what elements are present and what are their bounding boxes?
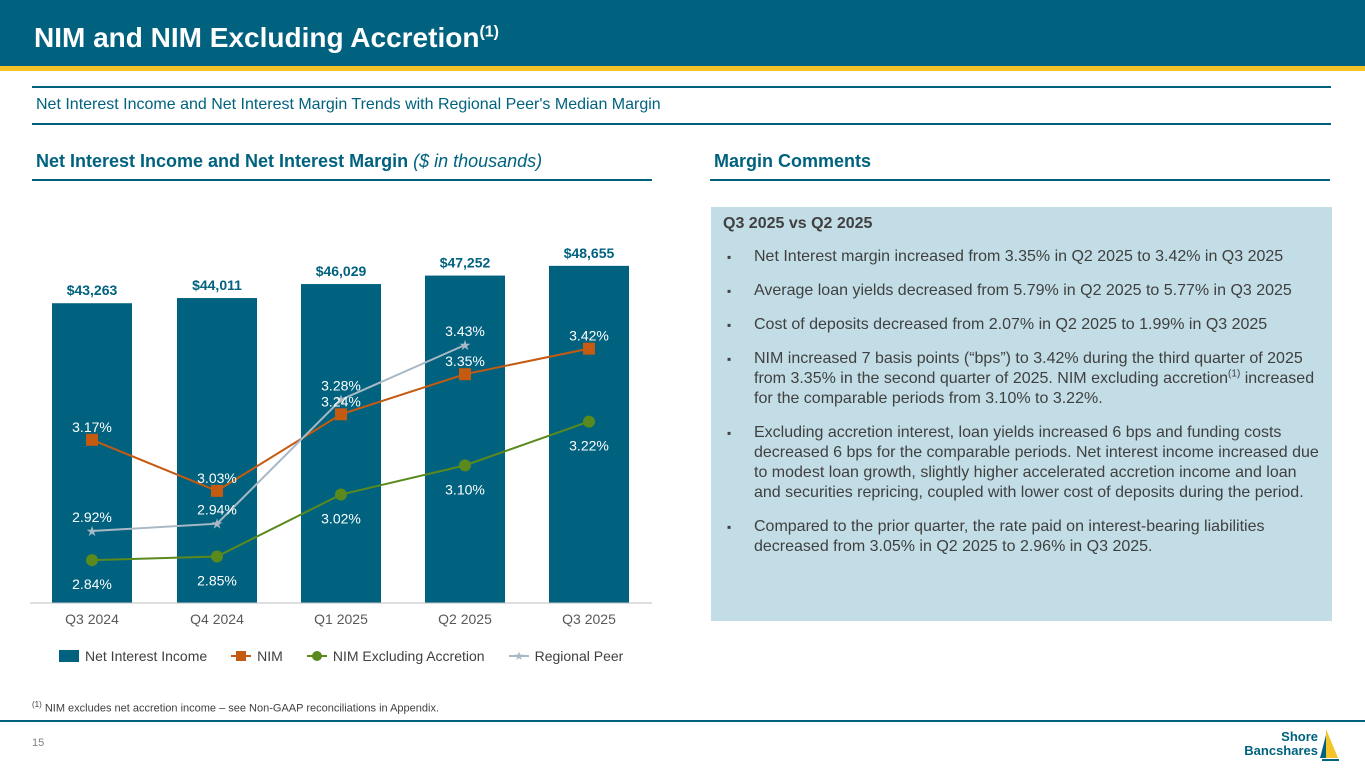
point-nim-ex-accretion: [459, 459, 471, 472]
logo-text-line2: Bancshares: [1244, 743, 1318, 758]
legend-item-peer: ★ Regional Peer: [508, 648, 624, 664]
page-number: 15: [32, 737, 45, 749]
bar-value-label: $44,011: [192, 277, 242, 293]
header-bar: [0, 0, 1365, 66]
point-nim-ex-accretion: [86, 554, 98, 567]
data-label-nim: 3.03%: [197, 470, 237, 486]
data-label-nim: 3.24%: [321, 393, 361, 409]
comment-bullet: Average loan yields decreased from 5.79%…: [723, 281, 1320, 301]
data-label-regional-peer: 2.94%: [197, 502, 237, 518]
data-label-nim-ex-accretion: 3.10%: [445, 481, 485, 497]
footnote: (1) NIM excludes net accretion income – …: [32, 700, 440, 715]
x-tick-label: Q4 2024: [190, 611, 244, 627]
page-title: NIM and NIM Excluding Accretion(1): [34, 22, 500, 53]
bar-value-label: $47,252: [440, 255, 491, 271]
data-label-nim-ex-accretion: 3.22%: [569, 438, 609, 454]
subtitle: Net Interest Income and Net Interest Mar…: [36, 96, 661, 113]
bar-value-label: $43,263: [67, 282, 118, 298]
bar-value-label: $46,029: [316, 263, 367, 279]
margin-comments-box: Q3 2025 vs Q2 2025 Net Interest margin i…: [711, 207, 1332, 621]
data-label-nim: 3.35%: [445, 353, 485, 369]
divider: [32, 123, 1331, 125]
point-nim: [86, 433, 98, 446]
point-regional-peer: ★: [335, 392, 348, 408]
point-nim: [459, 368, 471, 381]
data-label-regional-peer: 3.43%: [445, 323, 485, 339]
x-tick-label: Q1 2025: [314, 611, 368, 627]
comment-bullet: Compared to the prior quarter, the rate …: [723, 517, 1320, 557]
bar-value-label: $48,655: [564, 245, 615, 261]
bar-net-interest-income: [425, 275, 505, 603]
data-label-nim-ex-accretion: 3.02%: [321, 511, 361, 527]
x-tick-label: Q3 2025: [562, 611, 616, 627]
legend-label: Regional Peer: [534, 648, 624, 664]
legend-swatch-peer: ★: [508, 650, 529, 662]
point-regional-peer: ★: [211, 516, 224, 532]
legend-item-nim-ex: NIM Excluding Accretion: [306, 648, 485, 664]
legend-swatch-bar: [59, 650, 79, 662]
x-tick-label: Q2 2025: [438, 611, 492, 627]
bar-net-interest-income: [301, 284, 381, 603]
point-nim: [211, 484, 223, 497]
point-nim-ex-accretion: [583, 415, 595, 428]
data-label-regional-peer: 2.92%: [72, 509, 112, 525]
divider: [32, 179, 652, 181]
legend-label: NIM Excluding Accretion: [332, 648, 485, 664]
comment-bullet: Excluding accretion interest, loan yield…: [723, 423, 1320, 503]
company-logo: Shore Bancshares: [1244, 727, 1340, 763]
nii-nim-chart: ★ ★ ★ ★ $43,263 $44,011 $46,029 $47,252 $48,655…: [30, 245, 652, 627]
legend-swatch-nim-ex: [306, 651, 327, 661]
legend-item-nim: NIM: [231, 648, 283, 664]
comments-section-title: Margin Comments: [714, 151, 872, 171]
header-accent-stripe: [0, 66, 1365, 71]
legend-swatch-nim: [231, 651, 252, 661]
point-nim-ex-accretion: [335, 488, 347, 501]
point-nim: [583, 342, 595, 355]
x-tick-label: Q3 2024: [65, 611, 119, 627]
point-regional-peer: ★: [86, 523, 99, 539]
point-regional-peer: ★: [459, 337, 472, 353]
comment-bullet: Cost of deposits decreased from 2.07% in…: [723, 315, 1320, 335]
sail-logo-icon: [1320, 729, 1339, 761]
data-label-regional-peer: 3.28%: [321, 378, 361, 394]
chart-legend: Net Interest Income NIM NIM Excluding Ac…: [59, 647, 647, 665]
point-nim: [335, 408, 347, 421]
divider: [32, 86, 1331, 88]
data-label-nim: 3.42%: [569, 328, 609, 344]
chart-section-title: Net Interest Income and Net Interest Mar…: [36, 151, 543, 171]
series-line-regional-peer: [91, 344, 466, 532]
footer-divider: [0, 720, 1365, 722]
comments-heading: Q3 2025 vs Q2 2025: [723, 215, 873, 232]
comments-list: Net Interest margin increased from 3.35%…: [723, 247, 1320, 557]
legend-item-nii: Net Interest Income: [59, 648, 207, 664]
data-label-nim: 3.17%: [72, 419, 112, 435]
data-label-nim-ex-accretion: 2.84%: [72, 576, 112, 592]
svg-text:★: ★: [513, 650, 524, 662]
divider: [710, 179, 1330, 181]
bar-net-interest-income: [549, 265, 629, 603]
logo-text-line1: Shore: [1281, 729, 1318, 744]
legend-label: NIM: [257, 648, 283, 664]
bar-net-interest-income: [52, 303, 132, 603]
data-label-nim-ex-accretion: 2.85%: [197, 573, 237, 589]
point-nim-ex-accretion: [211, 550, 223, 563]
comment-bullet: NIM increased 7 basis points (“bps”) to …: [723, 349, 1320, 409]
legend-label: Net Interest Income: [85, 648, 208, 664]
comment-bullet: Net Interest margin increased from 3.35%…: [723, 247, 1320, 267]
